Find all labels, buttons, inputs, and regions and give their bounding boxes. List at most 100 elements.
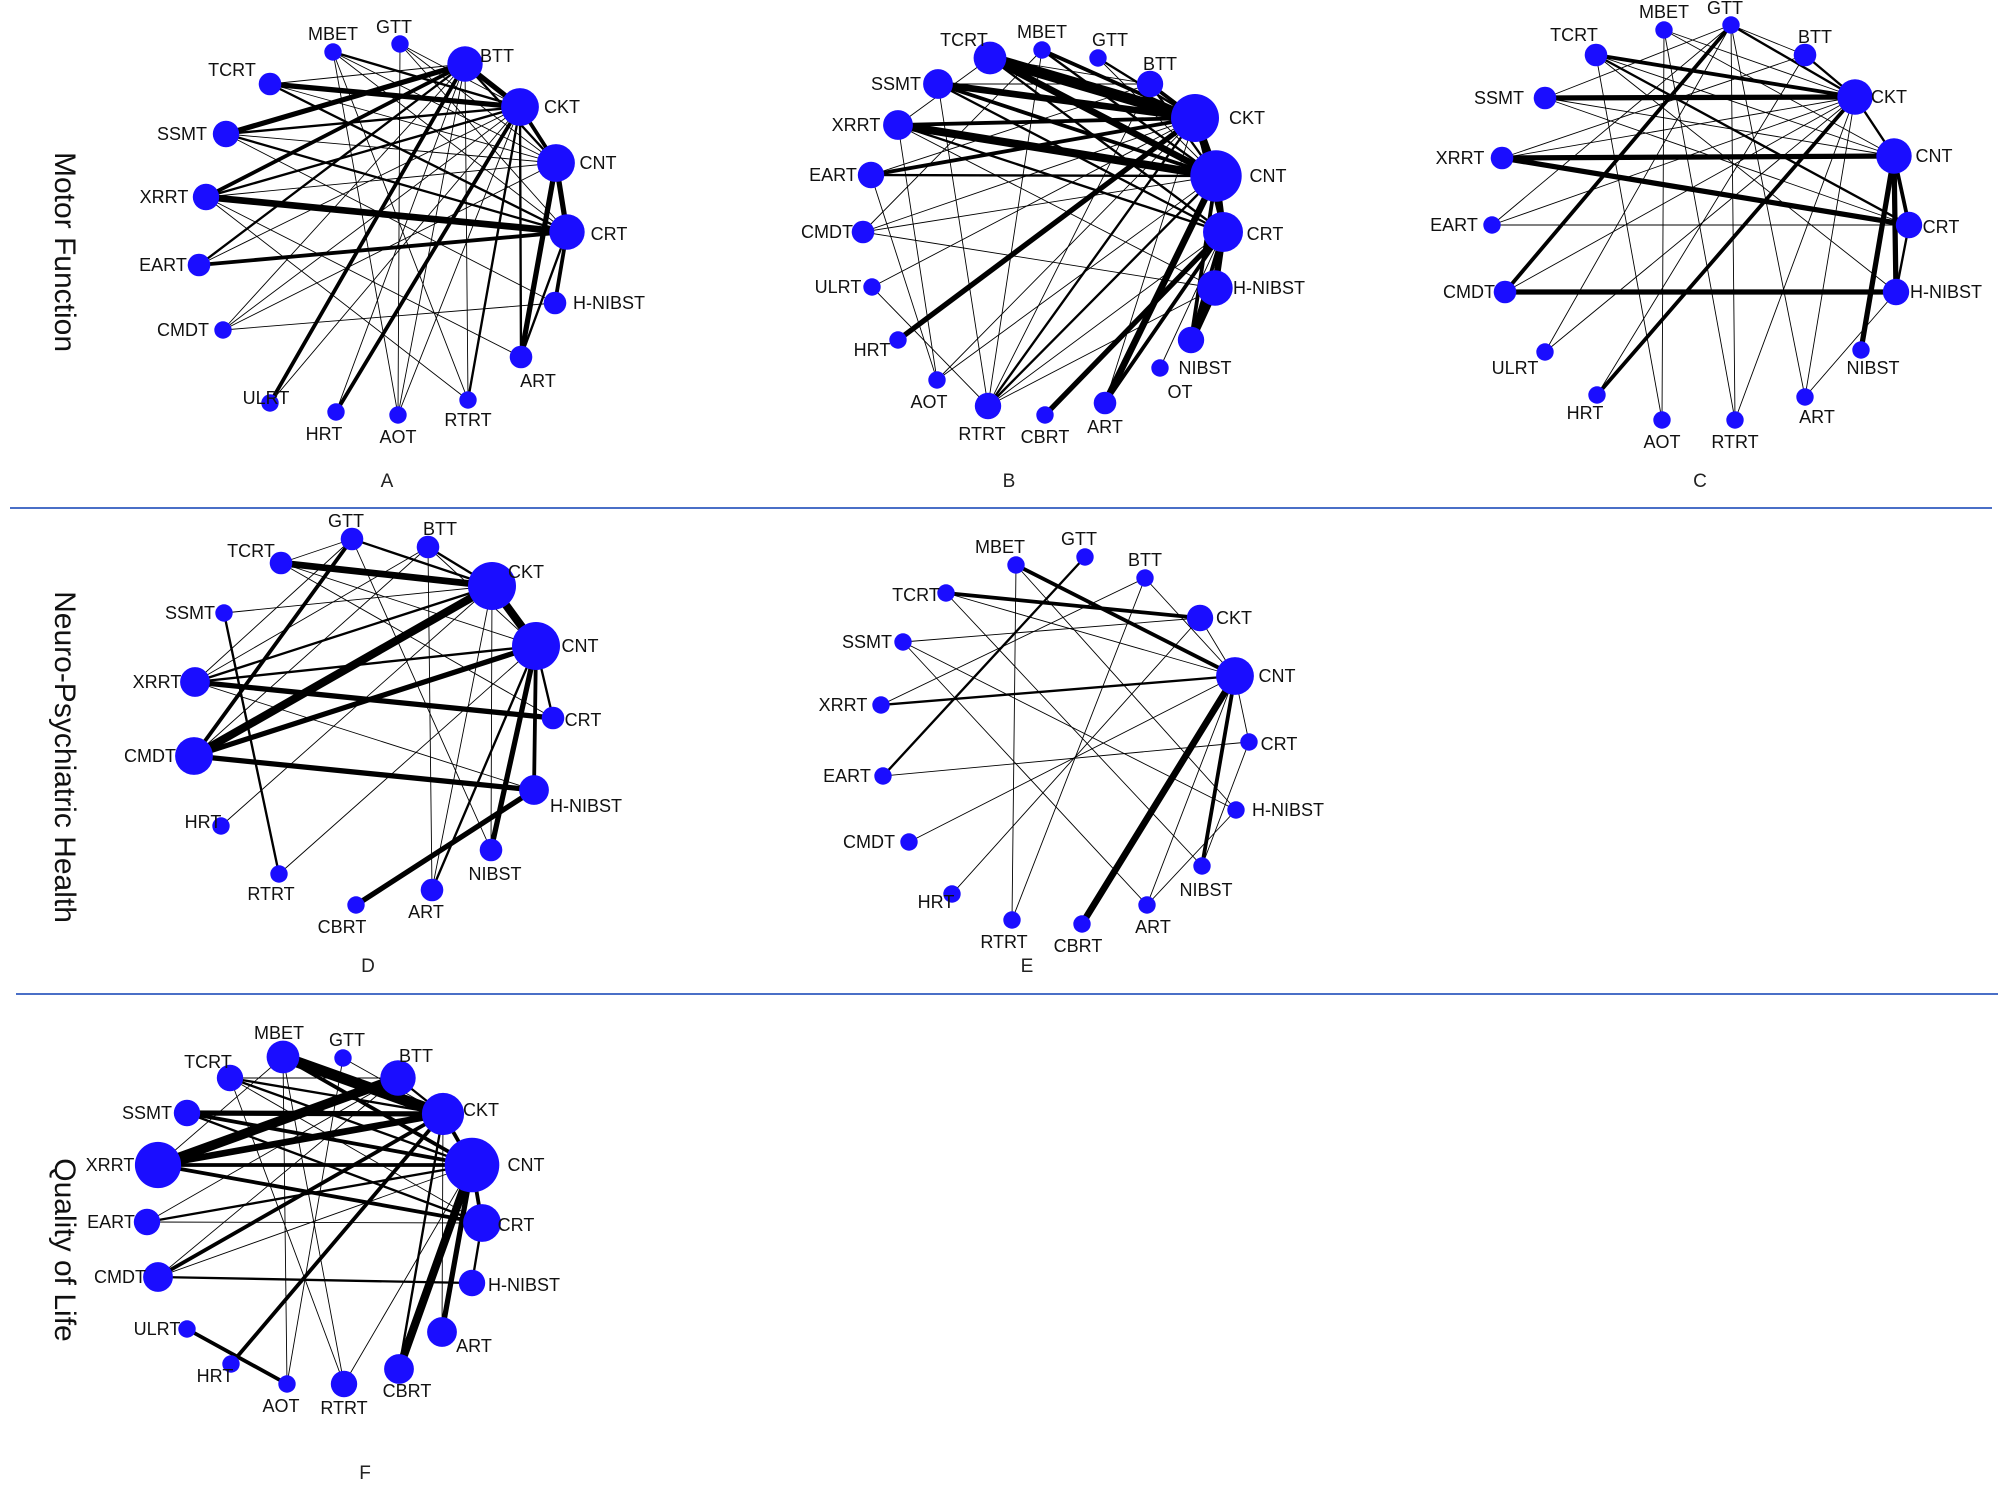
node-label-gtt: GTT [329, 1030, 365, 1050]
node-ulrt [863, 278, 881, 296]
edge-ssmt-crt [185, 1111, 484, 1225]
node-xrrt [180, 667, 210, 697]
node-crt [541, 706, 565, 730]
node-cmdt [175, 737, 213, 775]
panel-letter-e: E [1021, 956, 1034, 977]
node-label-cbrt: CBRT [318, 917, 367, 937]
edge-hrt-ckt [1595, 95, 1857, 397]
node-label-gtt: GTT [376, 17, 412, 37]
edge-xrrt-ckt [204, 105, 522, 199]
node-label-gtt: GTT [1707, 0, 1743, 18]
node-crt [463, 1204, 501, 1242]
node-ssmt [215, 604, 233, 622]
node-ckt [1171, 94, 1219, 142]
edge-rtrt-ckt [466, 105, 522, 402]
node-ot [1151, 359, 1169, 377]
edge-tcrt-cnt [228, 1076, 474, 1167]
edge-tcrt-nibst [945, 592, 1203, 867]
node-cmdt [851, 220, 875, 244]
edge-cmdt-btt [193, 546, 429, 757]
node-rtrt [459, 391, 477, 409]
edge-aot-ckt [397, 106, 521, 416]
node-label-h-nibst: H-NIBST [1233, 278, 1305, 298]
edge-cnt-h-nibst [1891, 153, 1899, 295]
edge-ssmt-ckt [223, 585, 493, 614]
node-label-cnt: CNT [508, 1155, 545, 1175]
node-label-ulrt: ULRT [134, 1319, 181, 1339]
edge-ssmt-ckt [184, 1110, 446, 1117]
node-label-nibst: NIBST [1179, 880, 1232, 900]
row-label-neuro-psychiatric-health: Neuro-Psychiatric Health [48, 591, 81, 923]
node-label-eart: EART [809, 165, 857, 185]
edge-rtrt-crt [987, 231, 1224, 407]
edge-mbet-ckt [1663, 29, 1856, 98]
node-xrrt [192, 183, 220, 211]
node-label-gtt: GTT [328, 511, 364, 531]
edge-rtrt-cnt [343, 1164, 473, 1385]
edge-art-cnt [518, 160, 559, 360]
node-gtt [1076, 548, 1094, 566]
node-h-nibst [1882, 278, 1910, 306]
edge-tcrt-h-nibst [1595, 54, 1897, 293]
edge-xrrt-art [205, 196, 522, 358]
node-eart [133, 1208, 161, 1236]
node-hrt [1588, 386, 1606, 404]
edge-ssmt-btt [223, 61, 468, 137]
node-label-nibst: NIBST [1846, 358, 1899, 378]
node-label-cmdt: CMDT [801, 222, 853, 242]
edge-nibst-cnt [1858, 153, 1897, 353]
node-ulrt [178, 1320, 196, 1338]
node-cnt [537, 144, 575, 182]
edge-mbet-ckt [1040, 48, 1197, 120]
node-art [420, 878, 444, 902]
node-label-cnt: CNT [562, 636, 599, 656]
node-label-xrrt: XRRT [140, 187, 189, 207]
node-label-art: ART [1087, 417, 1123, 437]
node-label-xrrt: XRRT [832, 115, 881, 135]
edge-rtrt-mbet [1011, 564, 1017, 921]
node-label-cbrt: CBRT [1021, 427, 1070, 447]
node-cnt [1216, 657, 1254, 695]
edge-gtt-btt [1730, 24, 1806, 56]
node-label-btt: BTT [1798, 27, 1832, 47]
edge-rtrt-btt [987, 83, 1151, 407]
node-label-crt: CRT [565, 710, 602, 730]
node-label-cmdt: CMDT [94, 1267, 146, 1287]
edge-mbet-cnt [1663, 29, 1895, 157]
edge-cmdt-cnt [862, 175, 1217, 233]
edge-eart-btt [197, 62, 467, 267]
node-label-cnt: CNT [1259, 666, 1296, 686]
edge-cmdt-h-nibst [862, 231, 1216, 289]
node-aot [928, 371, 946, 389]
node-label-btt: BTT [1128, 550, 1162, 570]
edge-ssmt-gtt [1544, 24, 1732, 99]
edge-eart-gtt [1491, 24, 1732, 226]
edge-cmdt-h-nibst [156, 1275, 474, 1285]
edge-nibst-gtt [351, 538, 492, 851]
node-label-aot: AOT [262, 1396, 299, 1416]
edge-hrt-ckt [229, 1112, 445, 1366]
edge-cmdt-h-nibst [222, 302, 556, 331]
node-aot [278, 1375, 296, 1393]
node-mbet [1007, 556, 1025, 574]
node-label-tcrt: TCRT [1550, 25, 1598, 45]
node-label-art: ART [408, 902, 444, 922]
node-btt [380, 1060, 416, 1096]
node-label-art: ART [456, 1336, 492, 1356]
edge-rtrt-cnt [278, 645, 537, 875]
node-label-art: ART [1799, 407, 1835, 427]
edge-xrrt-btt [1501, 54, 1806, 159]
node-eart [187, 253, 211, 277]
edge-cbrt-ckt [397, 1112, 445, 1371]
node-label-xrrt: XRRT [133, 672, 182, 692]
edge-gtt-ckt [350, 537, 494, 588]
node-label-btt: BTT [423, 519, 457, 539]
edge-cbrt-h-nibst [353, 787, 537, 908]
node-label-tcrt: TCRT [227, 541, 275, 561]
edge-cmdt-ckt [862, 117, 1196, 233]
node-hrt [212, 817, 230, 835]
edge-art-ckt [431, 585, 493, 891]
node-label-ckt: CKT [508, 562, 544, 582]
node-cmdt [900, 833, 918, 851]
network-panel-d: GTT BTT CKT CNT CRT H-NIBST NIBST ART CBRT RTRT HR… [124, 511, 622, 977]
